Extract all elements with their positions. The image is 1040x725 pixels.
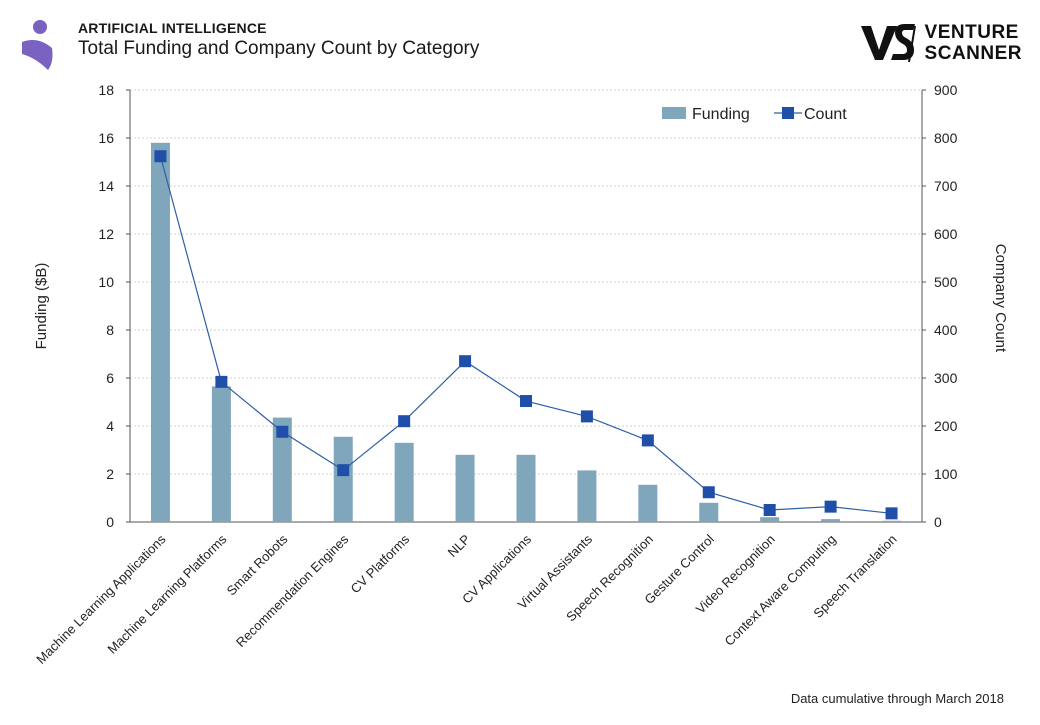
left-axis-tick-label: 2 (106, 466, 114, 482)
right-axis-tick-label: 100 (934, 466, 958, 482)
count-marker (337, 464, 350, 477)
legend-funding-swatch (662, 107, 686, 119)
count-marker (154, 150, 167, 163)
brand-line1: VENTURE (924, 22, 1019, 43)
funding-bar (760, 517, 780, 522)
funding-bar (394, 442, 414, 522)
x-axis-category-label: NLP (445, 532, 473, 560)
right-axis-title: Company Count (992, 244, 1009, 353)
left-axis-tick-label: 6 (106, 370, 114, 386)
count-marker (763, 504, 776, 516)
right-axis-tick-label: 400 (934, 322, 958, 338)
x-axis-category-label: Machine Learning Platforms (104, 531, 229, 656)
chart-header: ARTIFICIAL INTELLIGENCE Total Funding an… (78, 20, 479, 60)
left-axis-tick-label: 10 (98, 274, 114, 290)
funding-bar (455, 454, 475, 522)
left-axis-title: Funding ($B) (33, 263, 50, 350)
x-axis-category-label: Machine Learning Applications (33, 531, 169, 667)
brand-line2: SCANNER (924, 43, 1022, 64)
x-axis-category-label: Context Aware Computing (722, 532, 839, 649)
funding-bar (699, 502, 719, 522)
x-axis-category-label: Smart Robots (224, 531, 291, 598)
funding-bar (150, 142, 170, 523)
funding-bar (638, 484, 658, 522)
funding-bar (333, 436, 353, 522)
funding-bar (882, 520, 902, 522)
x-axis-category-label: CV Platforms (348, 531, 413, 596)
x-axis-category-label: Recommendation Engines (233, 531, 352, 650)
chart-title: Total Funding and Company Count by Categ… (78, 38, 480, 59)
right-axis-tick-label: 900 (934, 82, 958, 98)
legend-count-label: Count (804, 106, 847, 123)
count-marker (702, 486, 715, 499)
left-axis-tick-label: 18 (98, 82, 114, 98)
right-axis-tick-label: 600 (934, 226, 958, 242)
funding-bar (516, 454, 536, 522)
footnote: Data cumulative through March 2018 (790, 691, 1004, 706)
chart-kicker: ARTIFICIAL INTELLIGENCE (78, 20, 267, 36)
right-axis-tick-label: 200 (934, 418, 958, 434)
artificial-intelligence-logo-icon (22, 20, 53, 70)
count-marker (276, 425, 289, 438)
venture-scanner-brand: VENTURE SCANNER (859, 22, 1022, 64)
legend-count-marker (782, 107, 794, 119)
left-axis-tick-label: 8 (106, 322, 114, 338)
count-marker (580, 410, 593, 423)
right-axis-tick-label: 800 (934, 130, 958, 146)
count-marker (215, 375, 228, 388)
count-marker (885, 507, 898, 520)
right-axis-tick-label: 500 (934, 274, 958, 290)
left-axis-tick-label: 14 (98, 178, 114, 194)
funding-bar (272, 417, 292, 522)
count-marker (824, 500, 837, 513)
left-axis-tick-label: 0 (106, 514, 114, 530)
count-marker (398, 415, 411, 428)
count-marker (520, 395, 532, 408)
left-axis-tick-label: 16 (98, 130, 114, 146)
venture-scanner-wordmark: VENTURE SCANNER (925, 22, 1022, 64)
right-axis-tick-label: 300 (934, 370, 958, 386)
right-axis-tick-label: 700 (934, 178, 958, 194)
legend-funding-label: Funding (692, 106, 750, 123)
funding-bar (821, 519, 841, 522)
left-axis-tick-label: 4 (106, 418, 114, 434)
count-marker (459, 355, 472, 368)
count-marker (641, 434, 654, 447)
funding-bar (211, 386, 231, 522)
funding-bar (577, 470, 597, 522)
right-axis-tick-label: 0 (934, 514, 942, 530)
venture-scanner-logo-icon (860, 24, 916, 63)
left-axis-tick-label: 12 (98, 226, 114, 242)
